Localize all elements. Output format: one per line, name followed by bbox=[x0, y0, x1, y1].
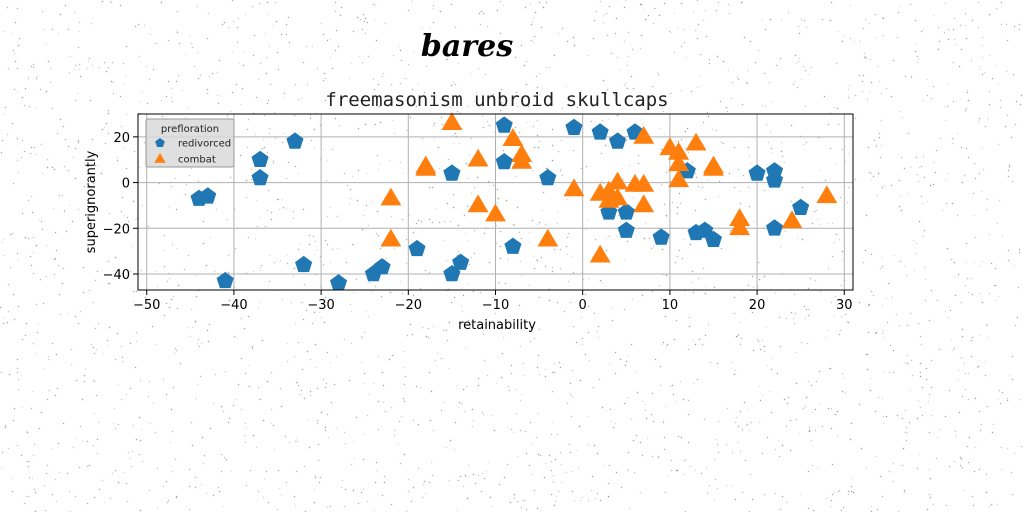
combat-point bbox=[589, 244, 611, 263]
x-tick-label: 30 bbox=[836, 298, 853, 313]
data-points bbox=[190, 112, 838, 291]
x-tick-label: −10 bbox=[482, 298, 509, 313]
combat-point bbox=[703, 157, 724, 176]
combat-point bbox=[563, 178, 585, 197]
redivorced-point bbox=[617, 203, 635, 220]
combat-point bbox=[781, 210, 803, 229]
redivorced-point bbox=[792, 198, 810, 215]
combat-point bbox=[633, 125, 655, 144]
redivorced-point bbox=[766, 171, 784, 188]
legend: prefloration redivorced combat bbox=[145, 118, 235, 168]
redivorced-point bbox=[748, 164, 766, 181]
combat-point bbox=[467, 194, 489, 213]
combat-point bbox=[537, 228, 559, 247]
grid-lines bbox=[138, 114, 853, 290]
redivorced-point bbox=[443, 164, 461, 181]
redivorced-point bbox=[617, 221, 635, 238]
x-axis-label: retainability bbox=[458, 318, 536, 333]
redivorced-point bbox=[251, 150, 269, 167]
redivorced-point bbox=[286, 132, 304, 149]
combat-point bbox=[633, 173, 655, 192]
x-tick-label: −20 bbox=[395, 298, 422, 313]
redivorced-point bbox=[330, 274, 348, 291]
redivorced-point bbox=[251, 169, 269, 186]
y-tick-label: −40 bbox=[103, 268, 130, 283]
y-tick-label: −20 bbox=[103, 222, 130, 237]
legend-marker-combat bbox=[154, 153, 166, 163]
redivorced-point bbox=[539, 169, 557, 186]
y-tick-label: 20 bbox=[113, 131, 130, 146]
x-tick-label: −40 bbox=[220, 298, 247, 313]
redivorced-point bbox=[652, 228, 670, 245]
y-axis-label: superignorantly bbox=[84, 150, 99, 253]
redivorced-point bbox=[609, 132, 627, 149]
combat-point bbox=[633, 194, 655, 213]
combat-point bbox=[729, 217, 751, 236]
legend-label-combat: combat bbox=[178, 155, 216, 166]
combat-point bbox=[729, 208, 751, 226]
redivorced-point bbox=[704, 230, 722, 247]
x-tick-label: 10 bbox=[662, 298, 679, 313]
redivorced-point bbox=[504, 237, 522, 254]
x-tick-label: −30 bbox=[307, 298, 334, 313]
legend-marker-redivorced bbox=[155, 138, 165, 147]
redivorced-point bbox=[766, 219, 784, 236]
redivorced-point bbox=[452, 253, 470, 270]
x-tick-label: 0 bbox=[579, 298, 587, 313]
combat-point bbox=[380, 228, 402, 247]
combat-point bbox=[415, 157, 437, 176]
combat-point bbox=[511, 151, 533, 169]
redivorced-point bbox=[295, 255, 313, 273]
x-tick-label: −50 bbox=[133, 298, 160, 313]
legend-box bbox=[145, 118, 235, 168]
redivorced-point bbox=[216, 271, 234, 289]
combat-point bbox=[441, 112, 463, 130]
combat-point bbox=[668, 141, 690, 160]
combat-point bbox=[685, 132, 707, 151]
redivorced-point bbox=[408, 239, 426, 257]
redivorced-point bbox=[373, 258, 391, 275]
x-tick-label: 20 bbox=[749, 298, 766, 313]
combat-point bbox=[467, 148, 489, 167]
combat-point bbox=[668, 169, 690, 188]
chart-title: freemasonism unbroid skullcaps bbox=[325, 89, 668, 111]
redivorced-point bbox=[495, 116, 513, 133]
redivorced-point bbox=[591, 123, 609, 140]
redivorced-point bbox=[199, 187, 217, 204]
combat-point bbox=[485, 203, 506, 222]
legend-title: prefloration bbox=[161, 124, 219, 135]
combat-point bbox=[607, 187, 628, 206]
redivorced-point bbox=[495, 153, 513, 170]
redivorced-point bbox=[766, 162, 784, 179]
combat-point bbox=[668, 153, 690, 172]
combat-point bbox=[380, 187, 402, 206]
chart-supertitle: bares bbox=[421, 29, 513, 64]
redivorced-point bbox=[696, 221, 714, 238]
combat-point bbox=[502, 128, 524, 146]
redivorced-point bbox=[565, 118, 583, 135]
y-tick-label: 0 bbox=[122, 177, 130, 192]
combat-point bbox=[816, 185, 838, 204]
legend-label-redivorced: redivorced bbox=[178, 139, 231, 150]
combat-point bbox=[607, 171, 628, 190]
